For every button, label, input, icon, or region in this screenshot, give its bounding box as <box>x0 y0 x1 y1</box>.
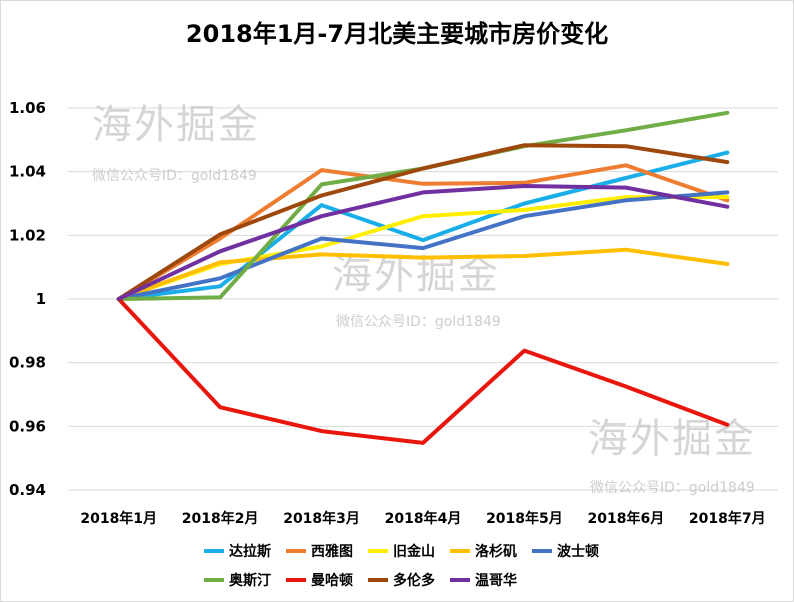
legend-item: 奥斯汀 <box>204 572 271 589</box>
watermark-text: 海外掘金 <box>332 252 500 298</box>
series-line-4 <box>116 247 730 301</box>
grid-lines <box>68 107 778 491</box>
watermark-text: 海外掘金 <box>92 102 260 148</box>
series-line-5 <box>116 190 730 301</box>
watermark-text: 海外掘金 <box>588 416 756 462</box>
legend-item: 洛杉矶 <box>450 543 517 560</box>
series-layer <box>116 110 730 445</box>
legend-label: 洛杉矶 <box>475 543 517 560</box>
chart-title: 2018年1月-7月北美主要城市房价变化 <box>185 20 609 48</box>
legend-label: 波士顿 <box>557 543 599 560</box>
watermark-subtext: 微信公众号ID：gold1849 <box>92 168 257 184</box>
y-tick-label: 1.06 <box>9 99 46 117</box>
x-tick-label: 2018年4月 <box>385 510 462 527</box>
legend-item: 曼哈顿 <box>286 572 353 589</box>
y-tick-label: 1.04 <box>9 163 46 181</box>
legend-item: 西雅图 <box>286 543 353 560</box>
x-tick-label: 2018年2月 <box>182 510 259 527</box>
series-line-1 <box>116 150 730 301</box>
y-tick-label: 0.98 <box>9 354 46 372</box>
series-line-7 <box>116 297 730 445</box>
y-tick-label: 0.94 <box>9 481 46 499</box>
legend-item: 波士顿 <box>532 543 599 560</box>
legend-label: 旧金山 <box>393 543 435 560</box>
legend-item: 旧金山 <box>368 543 435 560</box>
y-tick-label: 1 <box>36 290 46 308</box>
series-line-9 <box>116 184 730 301</box>
legend-label: 曼哈顿 <box>311 572 353 589</box>
y-tick-label: 1.02 <box>9 226 46 244</box>
legend-item: 多伦多 <box>368 572 435 589</box>
legend-item: 温哥华 <box>450 572 517 589</box>
x-axis-ticks: 2018年1月 2018年2月 2018年3月 2018年4月 2018年5月 2018年… <box>80 510 765 527</box>
x-tick-label: 2018年5月 <box>486 510 563 527</box>
x-tick-label: 2018年1月 <box>80 510 157 527</box>
legend-label: 多伦多 <box>393 572 435 589</box>
legend-label: 奥斯汀 <box>229 572 271 589</box>
legend-item: 达拉斯 <box>204 543 271 560</box>
legend-label: 温哥华 <box>475 572 517 589</box>
x-tick-label: 2018年7月 <box>689 510 766 527</box>
x-tick-label: 2018年3月 <box>283 510 360 527</box>
y-axis-ticks: 0.94 0.96 0.98 1 1.02 1.04 1.06 <box>9 99 46 499</box>
series-line-8 <box>116 143 730 301</box>
watermark-subtext: 微信公众号ID：gold1849 <box>336 314 501 330</box>
x-tick-label: 2018年6月 <box>587 510 664 527</box>
legend-label: 达拉斯 <box>229 543 271 560</box>
legend-label: 西雅图 <box>311 543 353 560</box>
watermark-subtext: 微信公众号ID：gold1849 <box>590 480 755 496</box>
series-line-2 <box>116 163 730 301</box>
y-tick-label: 0.96 <box>9 417 46 435</box>
